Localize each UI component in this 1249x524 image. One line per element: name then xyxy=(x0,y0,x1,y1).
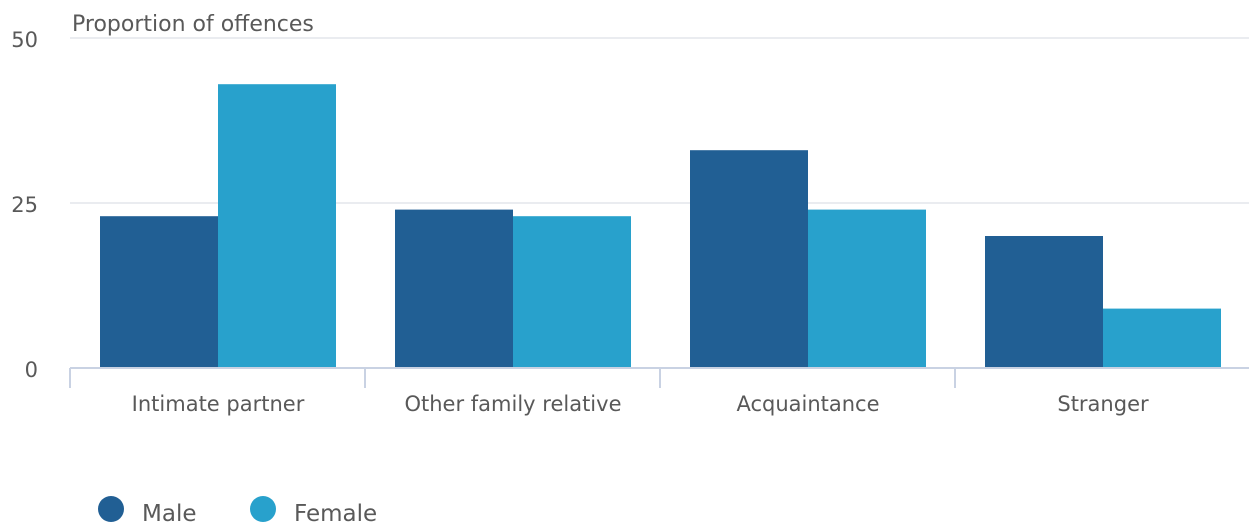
x-category-label: Intimate partner xyxy=(132,392,305,416)
bar-female-0[interactable] xyxy=(218,84,336,368)
bar-male-0[interactable] xyxy=(100,216,218,368)
legend-swatch-icon xyxy=(250,496,276,522)
x-category-label: Other family relative xyxy=(404,392,621,416)
legend-label: Female xyxy=(294,501,377,524)
legend[interactable]: Male Female xyxy=(98,496,377,524)
legend-item-male[interactable]: Male xyxy=(98,496,196,524)
bar-female-1[interactable] xyxy=(513,216,631,368)
x-category-label: Stranger xyxy=(1057,392,1149,416)
x-axis-categories: Intimate partner Other family relative Acq… xyxy=(69,368,1149,416)
bar-male-1[interactable] xyxy=(395,209,513,368)
bar-female-2[interactable] xyxy=(808,209,926,368)
y-tick-label: 0 xyxy=(25,358,38,382)
y-tick-label: 25 xyxy=(11,193,38,217)
bars xyxy=(100,84,1221,368)
legend-label: Male xyxy=(142,501,196,524)
y-tick-label: 50 xyxy=(11,28,38,52)
y-axis-title: Proportion of offences xyxy=(72,12,314,37)
bar-male-3[interactable] xyxy=(985,236,1103,368)
bar-male-2[interactable] xyxy=(690,150,808,368)
y-axis-ticks: 0 25 50 xyxy=(11,28,38,382)
legend-swatch-icon xyxy=(98,496,124,522)
bar-female-3[interactable] xyxy=(1103,308,1221,368)
legend-item-female[interactable]: Female xyxy=(250,496,377,524)
x-category-label: Acquaintance xyxy=(736,392,879,416)
